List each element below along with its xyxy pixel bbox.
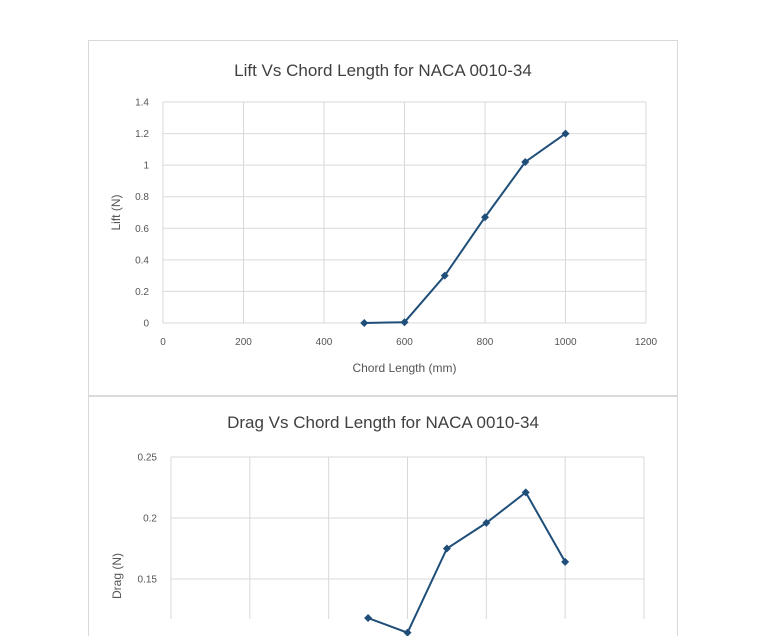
chart1-ytick-label: 0.2 (143, 514, 157, 525)
chart0-xtick-label: 1000 (554, 337, 577, 348)
charts-canvas: 0 0.2 0.4 0.6 0.8 1 1.2 1.4 0 200 400 600 800 1000 120… (0, 0, 768, 619)
chart0-ytick-label: 0.4 (135, 255, 149, 266)
chart0-xtick-label: 600 (396, 337, 413, 348)
chart0-xtick-label: 800 (477, 337, 494, 348)
chart1-ytick-label: 0.25 (138, 453, 158, 464)
chart0-y-axis-label: Lift (N) (109, 194, 123, 230)
chart1-y-axis-label: Drag (N) (110, 553, 124, 599)
chart0-ytick-label: 1.4 (135, 98, 149, 109)
chart0-xtick-label: 0 (160, 337, 166, 348)
chart1-series-line (368, 492, 565, 632)
chart0-x-axis-label: Chord Length (mm) (352, 361, 456, 375)
chart0-data-point (360, 319, 368, 327)
chart1-data-point (561, 558, 569, 566)
chart0-xtick-label: 1200 (635, 337, 658, 348)
chart0-ytick-label: 1.2 (135, 129, 149, 140)
chart1-ytick-label: 0.15 (138, 575, 158, 586)
chart0-ytick-label: 1 (143, 161, 149, 172)
chart0-ytick-label: 0.8 (135, 192, 149, 203)
chart0-xtick-label: 400 (316, 337, 333, 348)
chart0-xtick-label: 200 (235, 337, 252, 348)
chart0-ytick-label: 0.2 (135, 287, 149, 298)
chart0-ytick-label: 0 (143, 319, 149, 330)
chart0-ytick-label: 0.6 (135, 224, 149, 235)
